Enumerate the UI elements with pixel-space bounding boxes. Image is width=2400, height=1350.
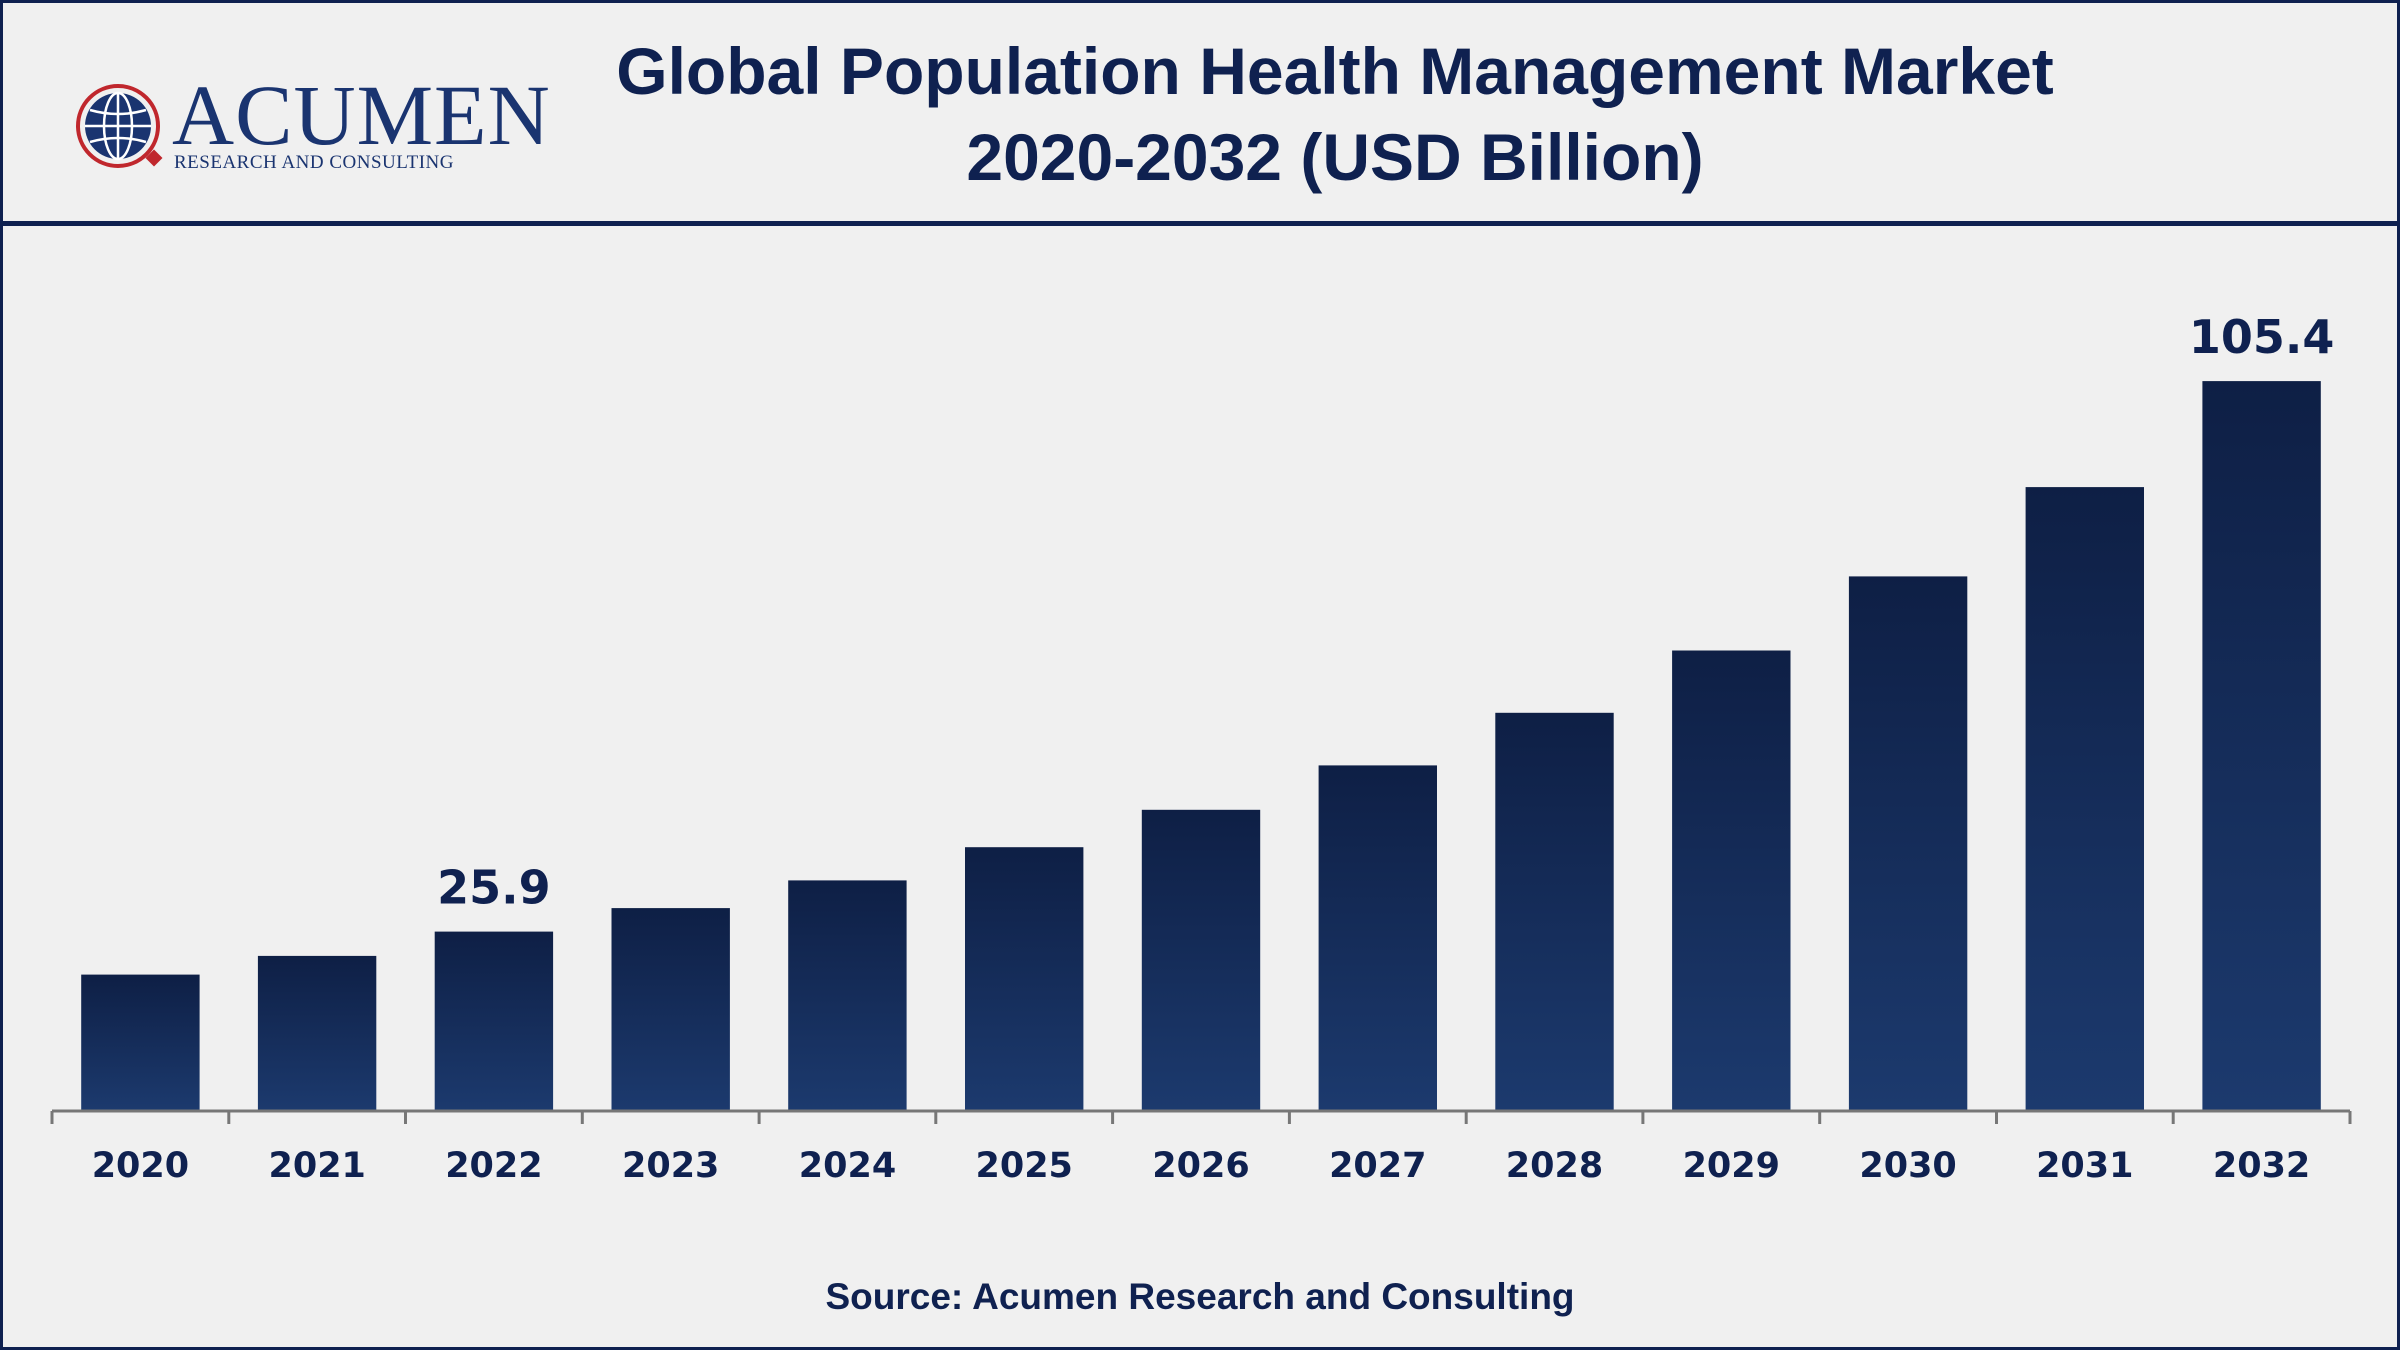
header: ACUMEN RESEARCH AND CONSULTING Global Po… bbox=[0, 0, 2400, 226]
x-tick-label-2032: 2032 bbox=[2213, 1146, 2310, 1186]
bar-2027 bbox=[1318, 765, 1437, 1111]
bar-2021 bbox=[257, 955, 377, 1111]
globe-icon bbox=[76, 84, 163, 168]
bar-chart: 2020 2021 2022 2023 2024 2025 2026 2027 2028 2029… bbox=[50, 310, 2352, 1186]
acumen-logo: ACUMEN RESEARCH AND CONSULTING bbox=[72, 70, 550, 180]
chart-title-line1: Global Population Health Management Mark… bbox=[616, 34, 2054, 108]
bar-2022 bbox=[434, 931, 554, 1111]
x-tick-labels: 2020 2021 2022 2023 2024 2025 2026 2027 2028 2029… bbox=[92, 1146, 2311, 1186]
data-label-2032: 105.4 bbox=[2189, 310, 2335, 364]
x-tick-label-2021: 2021 bbox=[268, 1146, 365, 1186]
bar-2020 bbox=[81, 974, 200, 1111]
x-tick-label-2030: 2030 bbox=[1859, 1146, 1956, 1186]
logo-wordmark-text: ACUMEN bbox=[172, 67, 551, 163]
chart-title-line2: 2020-2032 (USD Billion) bbox=[966, 120, 1704, 194]
bar-2029 bbox=[1672, 650, 1791, 1111]
bar-2023 bbox=[611, 908, 730, 1111]
x-tick-label-2025: 2025 bbox=[975, 1146, 1072, 1186]
bar-2030 bbox=[1848, 576, 1968, 1111]
bar-2031 bbox=[2025, 487, 2144, 1112]
x-tick-label-2029: 2029 bbox=[1683, 1146, 1780, 1186]
data-labels: 25.9 105.4 bbox=[437, 310, 2335, 915]
x-tick-label-2031: 2031 bbox=[2036, 1146, 2133, 1186]
source-note: Source: Acumen Research and Consulting bbox=[825, 1276, 1575, 1317]
logo-subtitle: RESEARCH AND CONSULTING bbox=[174, 152, 454, 173]
x-tick-label-2028: 2028 bbox=[1506, 1146, 1603, 1186]
x-tick-label-2020: 2020 bbox=[92, 1146, 189, 1186]
bar-2032 bbox=[2202, 381, 2321, 1112]
bar-2026 bbox=[1141, 809, 1261, 1111]
x-tick-label-2023: 2023 bbox=[622, 1146, 719, 1186]
bar-2028 bbox=[1495, 712, 1614, 1111]
x-tick-label-2027: 2027 bbox=[1329, 1146, 1426, 1186]
bar-2024 bbox=[788, 880, 907, 1111]
bar-series bbox=[81, 381, 2321, 1112]
logo-wordmark: ACUMEN bbox=[172, 72, 551, 158]
x-tick-label-2026: 2026 bbox=[1152, 1146, 1249, 1186]
header-divider bbox=[0, 221, 2400, 226]
chart-title: Global Population Health Management Mark… bbox=[460, 28, 2210, 200]
data-label-2022: 25.9 bbox=[437, 861, 551, 915]
x-axis bbox=[50, 1109, 2352, 1124]
x-tick-label-2022: 2022 bbox=[445, 1146, 542, 1186]
bar-2025 bbox=[965, 847, 1084, 1111]
x-tick-label-2024: 2024 bbox=[799, 1146, 896, 1186]
